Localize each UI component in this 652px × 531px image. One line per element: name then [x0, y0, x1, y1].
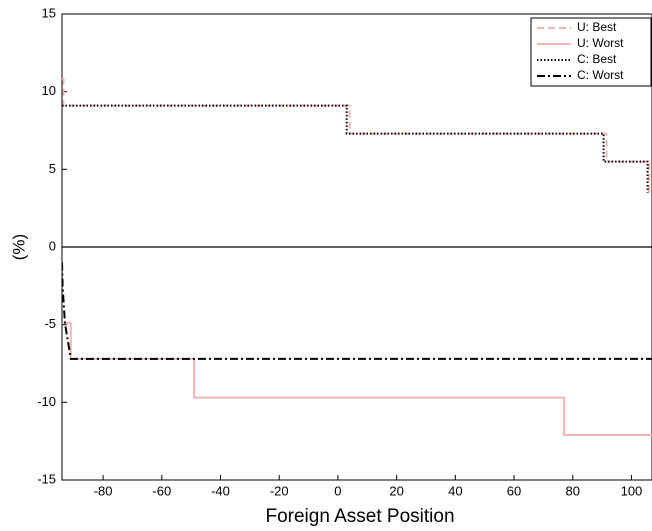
x-tick-label: 60 — [507, 483, 521, 498]
legend-label: U: Worst — [577, 36, 624, 50]
y-tick-label: 0 — [49, 238, 56, 253]
y-tick-label: 5 — [49, 161, 56, 176]
y-tick-label: 15 — [42, 5, 56, 20]
plot-area — [62, 78, 652, 436]
x-tick-label: 40 — [448, 483, 462, 498]
x-tick-label: -40 — [211, 483, 230, 498]
y-tick-label: -10 — [37, 394, 56, 409]
x-tick-label: 20 — [389, 483, 403, 498]
y-tick-label: -5 — [44, 316, 56, 331]
y-tick-label: 10 — [42, 83, 56, 98]
legend-box — [530, 17, 652, 87]
x-axis-label: Foreign Asset Position — [265, 506, 454, 527]
x-tick-label: 0 — [334, 483, 341, 498]
y-axis-label: (%) — [9, 234, 28, 260]
x-tick-label: -80 — [94, 483, 113, 498]
legend-label: U: Best — [577, 20, 617, 34]
series-line — [62, 104, 649, 193]
y-tick-label: -15 — [37, 471, 56, 486]
x-tick-label: 100 — [621, 483, 643, 498]
x-tick-label: 80 — [566, 483, 580, 498]
x-tick-label: -60 — [152, 483, 171, 498]
x-tick-label: -20 — [270, 483, 289, 498]
legend-label: C: Worst — [577, 68, 624, 82]
legend-label: C: Best — [577, 52, 617, 66]
series-line — [62, 322, 652, 436]
series-line — [62, 262, 652, 360]
